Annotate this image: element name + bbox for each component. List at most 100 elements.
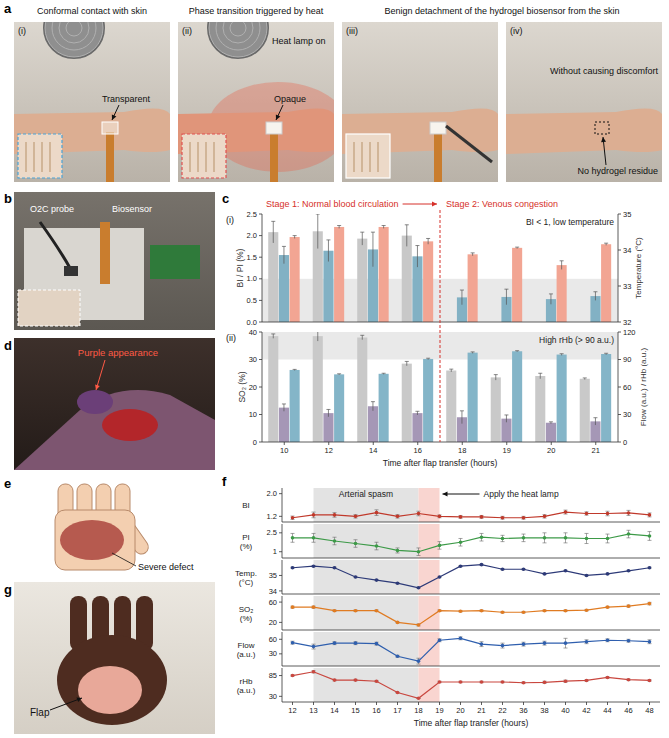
error-bar — [522, 534, 526, 542]
photo — [14, 192, 215, 330]
error-bar — [459, 515, 463, 518]
error-bar — [326, 409, 330, 416]
marker — [396, 691, 400, 695]
subpanel-label: (i) — [18, 26, 26, 36]
arrow-line — [50, 698, 82, 710]
tick-label: 1.0 — [247, 274, 257, 283]
error-bar — [459, 637, 463, 640]
marker — [564, 679, 568, 683]
error-bar — [375, 642, 379, 645]
marker — [354, 678, 358, 682]
error-bar — [480, 642, 484, 647]
lamp-grille — [209, 22, 267, 57]
error-bar — [522, 642, 526, 646]
marker — [333, 513, 337, 517]
series-line — [293, 565, 650, 588]
error-bar — [396, 515, 400, 518]
error-bar — [282, 246, 286, 263]
error-bar — [291, 641, 295, 644]
error-bar — [564, 510, 568, 514]
marker — [375, 544, 379, 548]
bar — [580, 379, 590, 442]
annotation: No hydrogel residue — [577, 166, 658, 176]
error-bar — [438, 515, 442, 518]
marker — [501, 680, 505, 684]
x-tick — [397, 702, 398, 705]
marker — [375, 578, 379, 582]
error-bar — [585, 640, 589, 644]
error-bar — [405, 225, 409, 247]
error-bar — [564, 680, 568, 682]
x-tick-label: 12 — [325, 446, 333, 455]
inset-electrode — [189, 142, 191, 172]
lamp-grille — [45, 22, 103, 57]
marker — [480, 680, 484, 684]
plot-area — [291, 524, 652, 558]
tick — [279, 675, 282, 676]
inset — [18, 290, 80, 326]
marker — [312, 605, 316, 609]
y-axis-title: rHb(a.u.) — [237, 677, 256, 695]
inset-electrode — [353, 142, 355, 172]
marker — [627, 569, 631, 573]
marker — [396, 515, 400, 519]
bar — [323, 413, 333, 442]
error-bar — [627, 510, 631, 515]
bar — [468, 254, 478, 322]
marker — [459, 540, 463, 544]
cable — [434, 132, 442, 182]
y-axis-line — [282, 524, 283, 558]
x-tick — [292, 702, 293, 705]
inset — [182, 134, 226, 178]
y2-axis-title: Temperature (°C) — [634, 237, 643, 299]
x-tick — [523, 702, 524, 705]
tick-label: 2.0 — [247, 231, 257, 240]
marker — [417, 512, 421, 516]
marker — [291, 641, 295, 645]
tick — [259, 214, 262, 215]
error-bar — [494, 375, 498, 381]
error-bar — [438, 639, 442, 642]
x-tick-label: 21 — [592, 446, 600, 455]
x-tick-label: 16 — [414, 446, 422, 455]
x-tick — [481, 702, 482, 705]
marker — [543, 572, 547, 576]
error-bar — [271, 334, 275, 338]
error-bar — [501, 516, 505, 519]
marker — [648, 513, 652, 517]
x-tick-label: 12 — [288, 706, 296, 715]
caption: Phase transition triggered by heat — [189, 6, 324, 16]
marker — [438, 638, 442, 642]
bar — [402, 236, 412, 322]
marker — [648, 534, 652, 538]
x-tick-label: 18 — [458, 446, 466, 455]
marker — [648, 566, 652, 570]
marker — [543, 641, 547, 645]
period-shade — [314, 632, 419, 666]
bar — [601, 354, 611, 442]
x-tick-label: 19 — [435, 706, 443, 715]
inset-electrode — [369, 142, 371, 172]
x-tick — [373, 442, 374, 445]
tick-label: 1 — [273, 547, 277, 556]
bar — [512, 351, 522, 442]
tick-label: 0.0 — [247, 318, 257, 327]
x-tick — [551, 442, 552, 445]
marker — [312, 536, 316, 540]
error-bar — [426, 358, 430, 359]
period-shade — [314, 524, 419, 558]
marker — [564, 641, 568, 645]
arrow-line — [276, 105, 283, 120]
tick-label: 2.0 — [267, 489, 277, 498]
annotation: Heat lamp on — [272, 36, 326, 46]
marker — [564, 569, 568, 573]
error-bar — [282, 404, 286, 411]
marker — [396, 654, 400, 658]
tick-label: 60 — [623, 383, 631, 392]
marker — [417, 659, 421, 663]
marker — [354, 542, 358, 546]
marker — [606, 572, 610, 576]
marker — [354, 641, 358, 645]
tick-label: 20 — [249, 383, 257, 392]
bar — [535, 376, 545, 442]
